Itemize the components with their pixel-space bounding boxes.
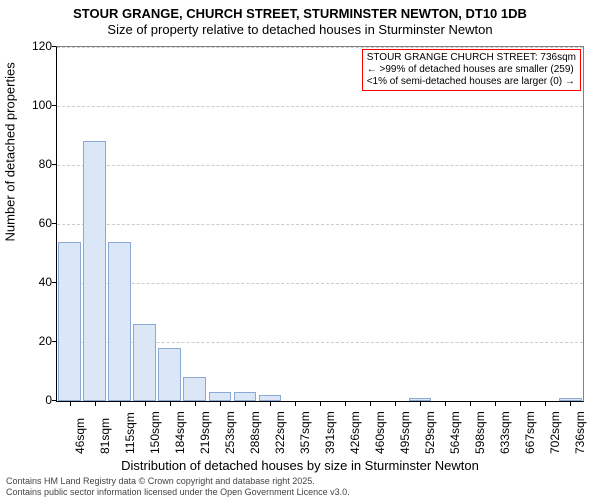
bar [133, 324, 156, 401]
x-tick-label: 598sqm [473, 411, 487, 454]
x-tick-label: 564sqm [448, 411, 462, 454]
plot-area: STOUR GRANGE CHURCH STREET: 736sqm ← >99… [56, 46, 584, 402]
x-tick-label: 322sqm [273, 411, 287, 454]
x-tick-mark [270, 402, 271, 406]
chart-title: STOUR GRANGE, CHURCH STREET, STURMINSTER… [0, 6, 600, 21]
x-tick-mark [445, 402, 446, 406]
bar [58, 242, 81, 401]
y-tick-label: 0 [16, 393, 52, 407]
x-tick-mark [70, 402, 71, 406]
chart-subtitle: Size of property relative to detached ho… [0, 22, 600, 37]
x-tick-label: 184sqm [173, 411, 187, 454]
x-axis-title: Distribution of detached houses by size … [0, 458, 600, 473]
y-tick-label: 40 [16, 275, 52, 289]
x-tick-mark [495, 402, 496, 406]
bar [259, 395, 282, 401]
x-tick-mark [545, 402, 546, 406]
x-tick-mark [420, 402, 421, 406]
annotation-line-2: ← >99% of detached houses are smaller (2… [367, 64, 576, 76]
bar [234, 392, 257, 401]
y-tick-label: 120 [16, 39, 52, 53]
x-tick-mark [370, 402, 371, 406]
x-tick-mark [520, 402, 521, 406]
x-tick-mark [170, 402, 171, 406]
x-tick-mark [470, 402, 471, 406]
y-tick-mark [52, 164, 56, 165]
x-tick-label: 495sqm [398, 411, 412, 454]
bar [183, 377, 206, 401]
x-tick-label: 633sqm [498, 411, 512, 454]
x-tick-label: 150sqm [148, 411, 162, 454]
y-tick-label: 20 [16, 334, 52, 348]
x-tick-mark [320, 402, 321, 406]
bar [409, 398, 432, 401]
x-tick-mark [295, 402, 296, 406]
bar [209, 392, 232, 401]
x-tick-label: 736sqm [573, 411, 587, 454]
x-tick-label: 702sqm [548, 411, 562, 454]
annotation-callout: STOUR GRANGE CHURCH STREET: 736sqm ← >99… [362, 49, 581, 91]
x-tick-label: 253sqm [223, 411, 237, 454]
y-tick-label: 80 [16, 157, 52, 171]
y-tick-mark [52, 341, 56, 342]
annotation-line-3: <1% of semi-detached houses are larger (… [367, 76, 576, 88]
x-tick-label: 426sqm [348, 411, 362, 454]
x-tick-mark [220, 402, 221, 406]
y-tick-label: 100 [16, 98, 52, 112]
bar [108, 242, 131, 401]
x-tick-label: 391sqm [323, 411, 337, 454]
x-tick-mark [395, 402, 396, 406]
y-tick-mark [52, 46, 56, 47]
footer-attribution: Contains HM Land Registry data © Crown c… [6, 476, 350, 497]
bars-container [57, 47, 583, 401]
x-tick-label: 357sqm [298, 411, 312, 454]
y-tick-mark [52, 223, 56, 224]
x-tick-mark [570, 402, 571, 406]
x-tick-mark [195, 402, 196, 406]
x-tick-mark [245, 402, 246, 406]
x-tick-label: 46sqm [73, 418, 87, 454]
x-tick-mark [95, 402, 96, 406]
x-tick-label: 115sqm [123, 412, 137, 454]
x-tick-mark [145, 402, 146, 406]
y-tick-mark [52, 105, 56, 106]
y-tick-label: 60 [16, 216, 52, 230]
footer-line-1: Contains HM Land Registry data © Crown c… [6, 476, 350, 486]
footer-line-2: Contains public sector information licen… [6, 487, 350, 497]
x-tick-label: 529sqm [423, 411, 437, 454]
x-tick-label: 288sqm [248, 411, 262, 454]
x-tick-label: 219sqm [198, 411, 212, 454]
y-tick-mark [52, 400, 56, 401]
property-size-chart: STOUR GRANGE, CHURCH STREET, STURMINSTER… [0, 0, 600, 500]
x-tick-label: 460sqm [373, 411, 387, 454]
bar [158, 348, 181, 401]
x-tick-label: 81sqm [98, 418, 112, 454]
annotation-line-1: STOUR GRANGE CHURCH STREET: 736sqm [367, 52, 576, 64]
bar [559, 398, 582, 401]
x-tick-mark [120, 402, 121, 406]
x-tick-mark [345, 402, 346, 406]
x-tick-label: 667sqm [523, 411, 537, 454]
y-tick-mark [52, 282, 56, 283]
bar [83, 141, 106, 401]
